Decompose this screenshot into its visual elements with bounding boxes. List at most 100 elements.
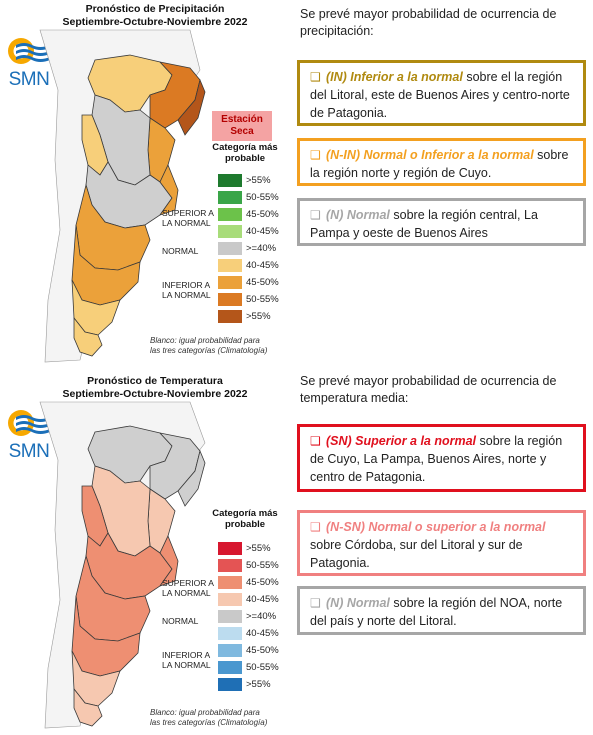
precipitation-title-line1: Pronóstico de Precipitación (85, 3, 225, 15)
temperature-climatology-note: Blanco: igual probabilidad para las tres… (150, 708, 267, 727)
precipitation-inferior-line1: INFERIOR A (162, 280, 211, 290)
precipitation-legend-swatch-8 (218, 310, 242, 323)
temperature-inferior-label: INFERIOR A LA NORMAL (162, 650, 211, 670)
smn-logo: SMN (6, 36, 52, 96)
precipitation-title-line2: Septiembre-Octubre-Noviembre 2022 (62, 16, 248, 28)
temperature-panel: Pronóstico de Temperatura Septiembre-Oct… (0, 368, 593, 735)
temperature-legend-swatch-4 (218, 610, 242, 623)
temperature-inferior-line1: INFERIOR A (162, 650, 211, 660)
temperature-legend-label-2: 45-50% (246, 577, 279, 588)
temperature-legend-swatch-3 (218, 593, 242, 606)
checkbox-icon: ❑ (310, 596, 321, 610)
temperature-box-normal-category: (N) Normal (326, 596, 390, 610)
precipitation-superior-line1: SUPERIOR A (162, 208, 214, 218)
precipitation-legend-label-3: 40-45% (246, 226, 279, 237)
precipitation-legend-swatch-3 (218, 225, 242, 238)
precipitation-map-title: Pronóstico de Precipitación Septiembre-O… (40, 3, 270, 29)
precipitation-box-normal-inferior: ❑ (N-IN) Normal o Inferior a la normal so… (297, 138, 586, 186)
temperature-box-normal-superior: ❑ (N-SN) Normal o superior a la normal so… (297, 510, 586, 576)
precipitation-legend-swatch-6 (218, 276, 242, 289)
precipitation-legend-title: Categoría más probable (200, 142, 290, 164)
temperature-legend-label-5: 40-45% (246, 628, 279, 639)
temperature-legend-swatch-0 (218, 542, 242, 555)
dry-season-badge: Estación Seca (212, 111, 272, 141)
temperature-legend-swatch-1 (218, 559, 242, 572)
temperature-legend-label-1: 50-55% (246, 560, 279, 571)
precipitation-legend-swatch-2 (218, 208, 242, 221)
precipitation-intro-text: Se prevé mayor probabilidad de ocurrenci… (300, 7, 557, 38)
precipitation-legend-title-line2: probable (224, 153, 266, 164)
smn-logo-icon (8, 410, 50, 436)
precipitation-inferior-label: INFERIOR A LA NORMAL (162, 280, 211, 300)
checkbox-icon: ❑ (310, 208, 321, 222)
dry-season-badge-line2: Seca (230, 126, 254, 137)
precipitation-legend-swatch-4 (218, 242, 242, 255)
precipitation-legend-swatch-1 (218, 191, 242, 204)
temperature-box-normal-superior-category: (N-SN) Normal o superior a la normal (326, 520, 546, 534)
temperature-title-line1: Pronóstico de Temperatura (87, 375, 223, 387)
precipitation-legend-label-8: >55% (246, 311, 271, 322)
precipitation-legend: Categoría más probable SUPERIOR A LA NOR… (160, 142, 290, 352)
temperature-legend-label-0: >55% (246, 543, 271, 554)
precipitation-box-inferior: ❑ (IN) Inferior a la normal sobre el la r… (297, 60, 586, 126)
smn-logo-icon (8, 38, 50, 64)
precipitation-legend-label-6: 45-50% (246, 277, 279, 288)
temperature-box-normal-text: sobre la región del NOA, norte del país … (310, 596, 563, 628)
precipitation-legend-label-0: >55% (246, 175, 271, 186)
temperature-box-superior: ❑ (SN) Superior a la normal sobre la regi… (297, 424, 586, 492)
smn-logo: SMN (6, 408, 52, 468)
checkbox-icon: ❑ (310, 70, 321, 84)
temperature-legend-title: Categoría más probable (200, 508, 290, 530)
precipitation-argentina-map (71, 54, 206, 357)
temperature-legend-title-line1: Categoría más (212, 508, 278, 519)
smn-logo-text: SMN (8, 441, 50, 462)
precipitation-box-normal-inferior-category: (N-IN) Normal o Inferior a la normal (326, 148, 534, 162)
temperature-argentina-map (71, 425, 206, 727)
precipitation-superior-label: SUPERIOR A LA NORMAL (162, 208, 214, 228)
temperature-normal-label: NORMAL (162, 616, 199, 626)
precipitation-panel: Pronóstico de Precipitación Septiembre-O… (6, 3, 586, 363)
temperature-note-line2: las tres categorías (Climatología) (150, 717, 268, 727)
temperature-legend-swatch-7 (218, 661, 242, 674)
temperature-box-normal: ❑ (N) Normal sobre la región del NOA, nor… (297, 586, 586, 635)
checkbox-icon: ❑ (310, 434, 321, 448)
temperature-box-superior-category: (SN) Superior a la normal (326, 434, 477, 448)
precipitation-box-inferior-category: (IN) Inferior a la normal (326, 70, 463, 84)
precipitation-legend-label-2: 45-50% (246, 209, 279, 220)
temperature-legend-swatch-5 (218, 627, 242, 640)
temperature-superior-label: SUPERIOR A LA NORMAL (162, 578, 214, 598)
temperature-legend: Categoría más probable SUPERIOR A LA NOR… (160, 508, 290, 718)
precipitation-map (39, 29, 206, 363)
temperature-superior-line2: LA NORMAL (162, 588, 211, 598)
temperature-legend-title-line2: probable (224, 519, 266, 530)
smn-logo-text: SMN (8, 69, 50, 90)
temperature-inferior-line2: LA NORMAL (162, 660, 211, 670)
precipitation-legend-title-line1: Categoría más (212, 142, 278, 153)
temperature-intro-text: Se prevé mayor probabilidad de ocurrenci… (300, 374, 557, 405)
temperature-legend-swatch-6 (218, 644, 242, 657)
temperature-box-superior-text: sobre la región de Cuyo, La Pampa, Bueno… (310, 434, 563, 484)
precipitation-legend-swatch-7 (218, 293, 242, 306)
temperature-legend-swatch-8 (218, 678, 242, 691)
precipitation-inferior-line2: LA NORMAL (162, 290, 211, 300)
temperature-title-line2: Septiembre-Octubre-Noviembre 2022 (62, 388, 248, 400)
precipitation-legend-label-7: 50-55% (246, 294, 279, 305)
temperature-legend-label-7: 50-55% (246, 662, 279, 673)
precipitation-box-normal: ❑ (N) Normal sobre la región central, La … (297, 198, 586, 246)
checkbox-icon: ❑ (310, 520, 321, 534)
temperature-legend-label-8: >55% (246, 679, 271, 690)
temperature-superior-line1: SUPERIOR A (162, 578, 214, 588)
precipitation-note-line1: Blanco: igual probabilidad para (150, 336, 260, 345)
precipitation-legend-label-5: 40-45% (246, 260, 279, 271)
precipitation-legend-label-1: 50-55% (246, 192, 279, 203)
temperature-legend-label-4: >=40% (246, 611, 277, 622)
checkbox-icon: ❑ (310, 148, 321, 162)
temperature-legend-swatch-2 (218, 576, 242, 589)
precipitation-box-normal-text: sobre la región central, La Pampa y oest… (310, 208, 538, 240)
precipitation-box-normal-category: (N) Normal (326, 208, 390, 222)
temperature-note-line1: Blanco: igual probabilidad para (150, 708, 260, 717)
temperature-legend-label-3: 40-45% (246, 594, 279, 605)
precipitation-climatology-note: Blanco: igual probabilidad para las tres… (150, 336, 267, 355)
temperature-map (39, 401, 206, 729)
temperature-box-normal-superior-text: sobre Córdoba, sur del Litoral y sur de … (310, 538, 523, 570)
